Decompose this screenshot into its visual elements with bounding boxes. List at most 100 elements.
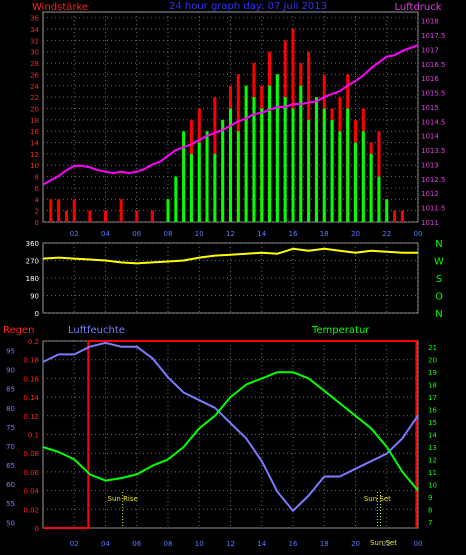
direction-compass-label: O xyxy=(435,292,443,303)
wind-y-tick: 34 xyxy=(30,26,39,34)
pressure-y-tick: 1018 xyxy=(421,18,439,26)
rain-y-tick: 0.02 xyxy=(23,506,39,514)
rain-y-tick: 0.04 xyxy=(23,488,39,496)
temp-y-tick: 18 xyxy=(428,382,437,390)
rain-y-tick: 0 xyxy=(35,525,39,533)
humidity-y-tick: 65 xyxy=(6,462,15,470)
rain-y-tick: 0.14 xyxy=(23,394,39,402)
humidity-y-tick: 75 xyxy=(6,424,15,432)
sun-annotation: Sun Set xyxy=(370,539,397,547)
climate-x-tick: 18 xyxy=(320,540,329,548)
pressure-y-tick: 1011.5 xyxy=(421,205,446,213)
climate-x-tick: 02 xyxy=(70,540,79,548)
rain-line xyxy=(43,340,418,529)
temp-y-tick: 7 xyxy=(428,519,432,527)
direction-y-tick: 180 xyxy=(26,275,39,283)
wind-y-tick: 4 xyxy=(35,196,40,204)
direction-y-tick: 90 xyxy=(30,293,39,301)
temp-y-tick: 9 xyxy=(428,494,432,502)
wind-y-tick: 28 xyxy=(30,60,39,68)
pressure-y-tick: 1012.5 xyxy=(421,176,446,184)
climate-x-tick: 20 xyxy=(351,540,360,548)
humidity-y-tick: 50 xyxy=(6,519,15,527)
wind-y-tick: 0 xyxy=(35,219,39,227)
direction-compass-label: W xyxy=(434,257,444,268)
temp-y-tick: 19 xyxy=(428,369,437,377)
humidity-y-tick: 90 xyxy=(6,367,15,375)
wind-x-tick: 00 xyxy=(414,230,423,238)
wind-direction-line xyxy=(42,247,418,265)
wind-x-tick: 20 xyxy=(351,230,360,238)
wind-y-tick: 24 xyxy=(30,83,39,91)
temp-y-tick: 16 xyxy=(428,407,437,415)
wind-y-tick: 10 xyxy=(30,162,39,170)
wind-y-tick: 22 xyxy=(30,94,39,102)
wind-y-tick: 30 xyxy=(30,49,39,57)
windstarke-title: Windstärke xyxy=(32,2,88,13)
rain-y-tick: 0.16 xyxy=(23,375,39,383)
pressure-y-tick: 1016.5 xyxy=(421,61,446,69)
wind-x-tick: 08 xyxy=(164,230,173,238)
wind-x-tick: 22 xyxy=(382,230,391,238)
chart-title: 24 hour graph day: 07 Juli 2013 xyxy=(169,1,327,12)
pressure-y-tick: 1012 xyxy=(421,190,439,198)
wind-y-tick: 32 xyxy=(30,37,39,45)
direction-y-tick: 270 xyxy=(26,258,39,266)
pressure-y-tick: 1017.5 xyxy=(421,32,446,40)
wind-x-tick: 06 xyxy=(132,230,141,238)
wind-x-tick: 12 xyxy=(226,230,235,238)
pressure-y-tick: 1016 xyxy=(421,75,439,83)
pressure-y-tick: 1014.5 xyxy=(421,118,446,126)
humidity-y-tick: 80 xyxy=(6,405,15,413)
rain-y-tick: 0.08 xyxy=(23,450,39,458)
humidity-y-tick: 55 xyxy=(6,500,15,508)
temp-y-tick: 8 xyxy=(428,506,432,514)
wind-y-tick: 2 xyxy=(35,208,39,216)
wind-y-tick: 16 xyxy=(30,128,39,136)
pressure-y-tick: 1013.5 xyxy=(421,147,446,155)
direction-compass-label: N xyxy=(435,309,442,320)
direction-compass-label: N xyxy=(435,239,442,250)
pressure-y-tick: 1014 xyxy=(421,133,439,141)
climate-x-tick: 14 xyxy=(257,540,266,548)
wind-y-tick: 18 xyxy=(30,117,39,125)
climate-x-tick: 00 xyxy=(414,540,423,548)
pressure-y-tick: 1015 xyxy=(421,104,439,112)
wind-x-tick: 04 xyxy=(101,230,110,238)
wind-x-tick: 14 xyxy=(257,230,266,238)
temp-y-tick: 17 xyxy=(428,394,437,402)
rain-y-tick: 0.06 xyxy=(23,469,39,477)
direction-compass-label: S xyxy=(436,274,442,285)
temp-y-tick: 12 xyxy=(428,456,437,464)
climate-x-tick: 12 xyxy=(226,540,235,548)
rain-y-tick: 0.2 xyxy=(28,338,39,346)
climate-x-tick: 16 xyxy=(289,540,298,548)
pressure-y-tick: 1015.5 xyxy=(421,90,446,98)
rain-y-tick: 0.12 xyxy=(23,413,39,421)
rain-y-tick: 0.1 xyxy=(28,432,39,440)
humidity-y-tick: 85 xyxy=(6,386,15,394)
pressure-y-tick: 1017 xyxy=(421,46,439,54)
climate-x-tick: 10 xyxy=(195,540,204,548)
pressure-y-tick: 1013 xyxy=(421,161,439,169)
wind-y-tick: 26 xyxy=(30,71,39,79)
humidity-line xyxy=(42,341,419,512)
temp-line xyxy=(42,371,419,492)
temp-y-tick: 14 xyxy=(428,432,437,440)
temp-y-tick: 21 xyxy=(428,344,437,352)
wind-x-tick: 18 xyxy=(320,230,329,238)
humidity-y-tick: 70 xyxy=(6,443,15,451)
humidity-y-tick: 95 xyxy=(6,348,15,356)
wind-y-tick: 14 xyxy=(30,140,39,148)
rain-y-tick: 0.18 xyxy=(23,357,39,365)
climate-x-tick: 04 xyxy=(101,540,110,548)
wind-y-tick: 20 xyxy=(30,105,39,113)
regen-title: Regen xyxy=(3,325,35,336)
temp-y-tick: 13 xyxy=(428,444,437,452)
direction-y-tick: 360 xyxy=(26,240,39,248)
wind-x-tick: 10 xyxy=(195,230,204,238)
temp-y-tick: 11 xyxy=(428,469,437,477)
wind-y-tick: 36 xyxy=(30,15,39,23)
